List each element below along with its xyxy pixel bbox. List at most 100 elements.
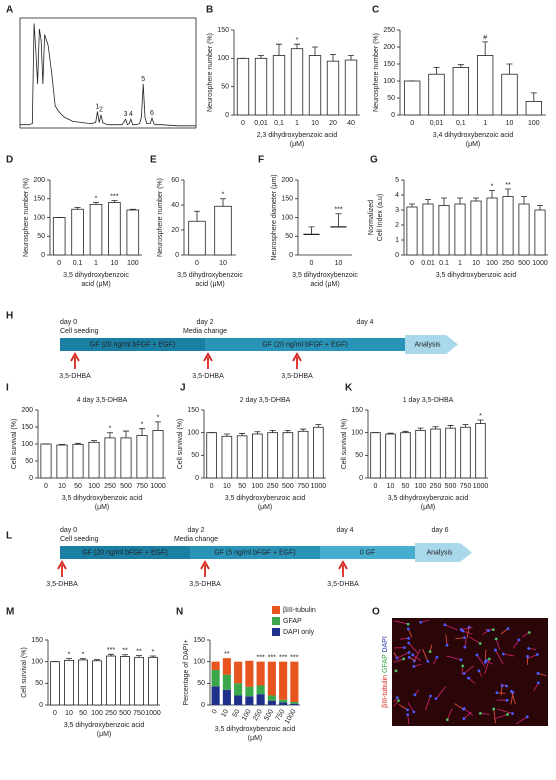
x-tick-label: 250 bbox=[252, 708, 264, 722]
cell-nucleus bbox=[463, 645, 467, 649]
x-tick-label: 0 bbox=[374, 483, 378, 490]
cell-process bbox=[393, 658, 404, 663]
bar bbox=[126, 209, 140, 256]
bar bbox=[120, 656, 130, 706]
peak-label: 1 bbox=[95, 103, 99, 110]
x-tick-label: 10 bbox=[311, 120, 319, 127]
treatment-label: 3,5-DHBA bbox=[189, 581, 221, 588]
cell-process bbox=[493, 714, 508, 720]
cell-process bbox=[454, 703, 464, 710]
significance: *** bbox=[268, 655, 276, 662]
bar bbox=[290, 48, 304, 116]
bar bbox=[308, 55, 322, 116]
significance: * bbox=[141, 422, 144, 429]
cell-nucleus bbox=[525, 715, 529, 719]
bar bbox=[252, 433, 263, 479]
cell-nucleus bbox=[526, 655, 529, 658]
bar bbox=[88, 441, 100, 479]
cell-nucleus bbox=[435, 655, 439, 659]
x-tick-label: 0,1 bbox=[456, 120, 466, 127]
y-tick-label: 50 bbox=[355, 452, 363, 459]
bar-segment bbox=[279, 661, 288, 700]
x-tick-label: 0 bbox=[53, 710, 57, 717]
cell-nucleus bbox=[413, 693, 417, 697]
legend-label: GFAP bbox=[283, 618, 302, 625]
cell-process bbox=[435, 686, 447, 699]
significance: * bbox=[491, 183, 494, 190]
cell-process bbox=[484, 658, 490, 674]
cell-nucleus bbox=[475, 653, 479, 657]
cell-process bbox=[394, 620, 409, 625]
bar bbox=[78, 659, 88, 706]
segment-label: GF (20 ng/ml bFGF + EGF) bbox=[90, 341, 175, 348]
x-tick-label: 10 bbox=[219, 260, 227, 267]
bar bbox=[344, 59, 358, 116]
plot-frame bbox=[19, 17, 197, 129]
significance: *** bbox=[110, 193, 118, 200]
y-tick-label: 50 bbox=[387, 95, 395, 102]
y-axis-label: Neurosphere number (%) bbox=[373, 33, 380, 112]
bar bbox=[64, 659, 74, 706]
treatment-arrow bbox=[292, 352, 302, 369]
bar bbox=[518, 203, 530, 256]
y-tick-label: 150 bbox=[21, 424, 33, 431]
cell-process bbox=[511, 691, 516, 705]
cell-nucleus bbox=[463, 636, 466, 640]
cell-nucleus bbox=[406, 713, 410, 717]
bar bbox=[403, 80, 421, 116]
bar bbox=[134, 656, 144, 706]
x-tick-label: 10 bbox=[335, 260, 343, 267]
segment-label: GF (5 ng/ml bFGF + EGF) bbox=[214, 549, 295, 556]
cell-nucleus bbox=[486, 629, 490, 633]
x-tick-label: 750 bbox=[136, 483, 148, 490]
bar bbox=[50, 661, 60, 706]
error-bar bbox=[91, 440, 97, 443]
x-tick-label: 40 bbox=[347, 120, 355, 127]
y-tick-label: 50 bbox=[35, 680, 43, 687]
bar bbox=[92, 660, 102, 706]
cell-nucleus bbox=[487, 657, 491, 661]
cell-nucleus bbox=[407, 655, 411, 659]
day-event: Cell seeding bbox=[60, 328, 99, 335]
y-tick-label: 50 bbox=[191, 452, 199, 459]
bar bbox=[502, 196, 514, 256]
cell-nucleus bbox=[462, 717, 466, 721]
analysis-label: Analysis bbox=[426, 549, 453, 556]
bar bbox=[236, 57, 250, 116]
significance: * bbox=[296, 37, 299, 44]
panel-letter: H bbox=[6, 311, 13, 322]
error-bar bbox=[409, 203, 415, 207]
bar bbox=[40, 443, 52, 479]
bar-segment bbox=[245, 686, 254, 697]
y-tick-label: 0 bbox=[41, 252, 45, 259]
y-tick-label: 150 bbox=[33, 196, 45, 203]
y-tick-label: 4 bbox=[395, 192, 399, 199]
bar bbox=[415, 429, 426, 479]
bar-segment bbox=[256, 685, 265, 695]
error-bar bbox=[93, 202, 99, 205]
cell-nucleus bbox=[406, 622, 410, 626]
bar-segment bbox=[267, 661, 276, 696]
error-bar bbox=[477, 419, 484, 424]
y-tick-label: 50 bbox=[221, 84, 229, 91]
error-bar bbox=[330, 53, 336, 62]
panel-letter: L bbox=[6, 531, 12, 542]
cell-process bbox=[500, 685, 503, 696]
error-bar bbox=[537, 205, 543, 210]
error-bar bbox=[348, 55, 354, 61]
x-tick-label: 0 bbox=[44, 483, 48, 490]
x-tick-label: 100 bbox=[88, 483, 100, 490]
error-bar bbox=[482, 41, 489, 56]
error-bar bbox=[276, 43, 282, 56]
y-axis-label: Cell survival (%) bbox=[177, 419, 184, 470]
bar bbox=[476, 55, 494, 116]
error-bar bbox=[457, 64, 464, 68]
bar bbox=[460, 426, 471, 479]
error-bar bbox=[223, 433, 230, 437]
legend-swatch bbox=[272, 628, 280, 636]
significance: ** bbox=[224, 651, 230, 658]
bar-segment bbox=[245, 696, 254, 705]
bar-segment bbox=[234, 661, 243, 684]
x-axis-label: acid (μM) bbox=[310, 281, 339, 288]
y-tick-label: 100 bbox=[21, 441, 33, 448]
